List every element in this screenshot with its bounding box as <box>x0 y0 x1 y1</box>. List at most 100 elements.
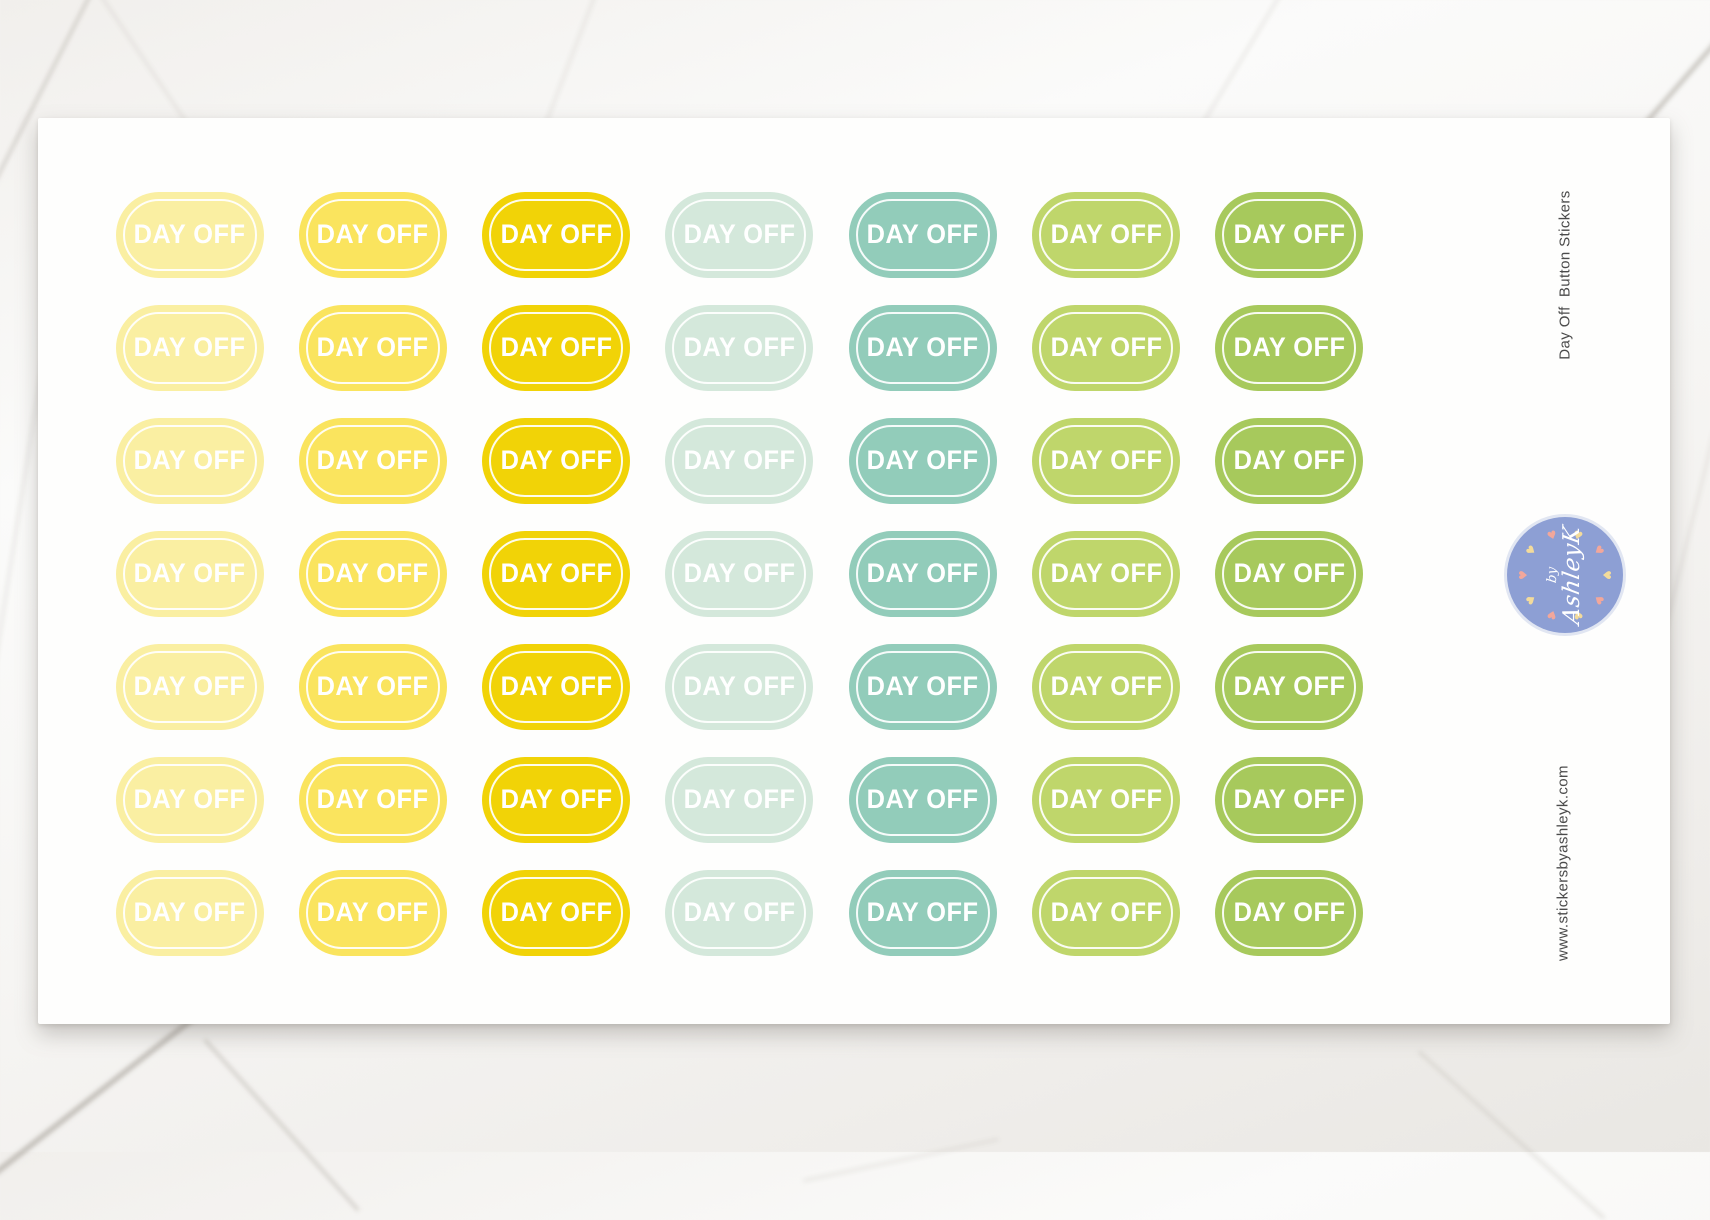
sticker-label: DAY OFF <box>1233 219 1346 249</box>
day-off-sticker: DAY OFF <box>1032 530 1181 617</box>
logo-by-text: by <box>1545 566 1560 584</box>
day-off-sticker: DAY OFF <box>115 304 264 391</box>
day-off-sticker: DAY OFF <box>298 869 447 956</box>
sticker-label: DAY OFF <box>316 558 429 588</box>
sticker-label: DAY OFF <box>133 671 246 701</box>
sticker-label: DAY OFF <box>316 784 429 814</box>
sticker-label: DAY OFF <box>500 671 613 701</box>
sticker-label: DAY OFF <box>1233 784 1346 814</box>
sticker-grid: DAY OFF DAY OFF DAY OFF DAY OFF DAY OFF DAY O… <box>98 178 1381 969</box>
sticker-label: DAY OFF <box>500 784 613 814</box>
sticker-label: DAY OFF <box>1050 332 1163 362</box>
sticker-label: DAY OFF <box>500 897 613 927</box>
day-off-sticker: DAY OFF <box>115 191 264 278</box>
heart-icon: ♥ <box>1523 542 1540 559</box>
sticker-label: DAY OFF <box>683 897 796 927</box>
sticker-label: DAY OFF <box>1233 897 1346 927</box>
sticker-label: DAY OFF <box>133 897 246 927</box>
sticker-label: DAY OFF <box>1233 332 1346 362</box>
day-off-sticker: DAY OFF <box>115 869 264 956</box>
sticker-label: DAY OFF <box>866 784 979 814</box>
sticker-label: DAY OFF <box>683 671 796 701</box>
sticker-label: DAY OFF <box>133 558 246 588</box>
day-off-sticker: DAY OFF <box>665 191 814 278</box>
sticker-label: DAY OFF <box>133 445 246 475</box>
sticker-label: DAY OFF <box>500 219 613 249</box>
day-off-sticker: DAY OFF <box>1032 304 1181 391</box>
sticker-label: DAY OFF <box>500 332 613 362</box>
day-off-sticker: DAY OFF <box>1032 756 1181 843</box>
day-off-sticker: DAY OFF <box>482 191 631 278</box>
sticker-sheet: DAY OFF DAY OFF DAY OFF DAY OFF DAY OFF DAY O… <box>38 118 1670 1024</box>
day-off-sticker: DAY OFF <box>115 417 264 504</box>
day-off-sticker: DAY OFF <box>115 643 264 730</box>
day-off-sticker: DAY OFF <box>1215 304 1364 391</box>
day-off-sticker: DAY OFF <box>848 191 997 278</box>
sticker-label: DAY OFF <box>683 558 796 588</box>
marble-vein <box>1417 1050 1606 1220</box>
brand-logo-text: by AshleyK <box>1545 524 1585 626</box>
day-off-sticker: DAY OFF <box>665 643 814 730</box>
sticker-label: DAY OFF <box>683 445 796 475</box>
sticker-label: DAY OFF <box>500 558 613 588</box>
sticker-label: DAY OFF <box>683 784 796 814</box>
day-off-sticker: DAY OFF <box>482 304 631 391</box>
day-off-sticker: DAY OFF <box>115 756 264 843</box>
sticker-label: DAY OFF <box>1050 558 1163 588</box>
day-off-sticker: DAY OFF <box>1032 869 1181 956</box>
day-off-sticker: DAY OFF <box>298 191 447 278</box>
day-off-sticker: DAY OFF <box>848 417 997 504</box>
day-off-sticker: DAY OFF <box>665 417 814 504</box>
sticker-label: DAY OFF <box>133 784 246 814</box>
day-off-sticker: DAY OFF <box>665 304 814 391</box>
marble-vein <box>802 1138 1000 1182</box>
sticker-label: DAY OFF <box>316 219 429 249</box>
sticker-label: DAY OFF <box>866 332 979 362</box>
sticker-label: DAY OFF <box>316 897 429 927</box>
day-off-sticker: DAY OFF <box>848 304 997 391</box>
day-off-sticker: DAY OFF <box>665 530 814 617</box>
sticker-label: DAY OFF <box>1050 219 1163 249</box>
sticker-label: DAY OFF <box>316 671 429 701</box>
day-off-sticker: DAY OFF <box>482 530 631 617</box>
day-off-sticker: DAY OFF <box>1215 756 1364 843</box>
heart-icon: ♥ <box>1590 591 1607 608</box>
sticker-label: DAY OFF <box>866 445 979 475</box>
day-off-sticker: DAY OFF <box>1032 417 1181 504</box>
heart-icon: ♥ <box>1590 542 1607 559</box>
day-off-sticker: DAY OFF <box>482 869 631 956</box>
day-off-sticker: DAY OFF <box>848 643 997 730</box>
sticker-label: DAY OFF <box>866 558 979 588</box>
day-off-sticker: DAY OFF <box>115 530 264 617</box>
day-off-sticker: DAY OFF <box>1032 191 1181 278</box>
day-off-sticker: DAY OFF <box>1032 643 1181 730</box>
day-off-sticker: DAY OFF <box>1215 643 1364 730</box>
day-off-sticker: DAY OFF <box>482 417 631 504</box>
sticker-label: DAY OFF <box>1233 445 1346 475</box>
marble-vein <box>0 1007 207 1203</box>
product-title-vertical: Day Off Button Stickers <box>1556 190 1574 360</box>
day-off-sticker: DAY OFF <box>298 643 447 730</box>
sticker-label: DAY OFF <box>866 219 979 249</box>
day-off-sticker: DAY OFF <box>298 530 447 617</box>
sticker-label: DAY OFF <box>866 671 979 701</box>
day-off-sticker: DAY OFF <box>848 869 997 956</box>
day-off-sticker: DAY OFF <box>1215 869 1364 956</box>
sticker-label: DAY OFF <box>683 219 796 249</box>
sticker-label: DAY OFF <box>500 445 613 475</box>
day-off-sticker: DAY OFF <box>298 417 447 504</box>
sticker-label: DAY OFF <box>133 219 246 249</box>
sticker-label: DAY OFF <box>316 445 429 475</box>
website-url-vertical: www.stickersbyashleyk.com <box>1554 765 1572 961</box>
heart-icon: ♥ <box>1523 591 1540 608</box>
sticker-label: DAY OFF <box>866 897 979 927</box>
sticker-label: DAY OFF <box>133 332 246 362</box>
sticker-label: DAY OFF <box>1050 897 1163 927</box>
day-off-sticker: DAY OFF <box>482 756 631 843</box>
day-off-sticker: DAY OFF <box>665 756 814 843</box>
day-off-sticker: DAY OFF <box>298 756 447 843</box>
sticker-label: DAY OFF <box>316 332 429 362</box>
day-off-sticker: DAY OFF <box>1215 417 1364 504</box>
day-off-sticker: DAY OFF <box>848 530 997 617</box>
